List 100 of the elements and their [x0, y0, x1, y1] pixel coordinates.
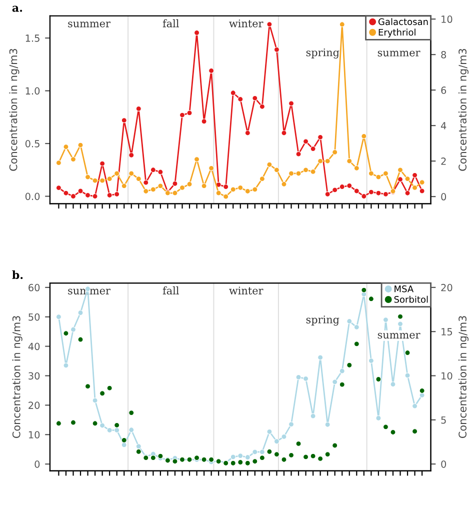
- point: [150, 167, 156, 173]
- point: [136, 444, 142, 450]
- point: [332, 149, 338, 155]
- point: [208, 68, 214, 74]
- point: [252, 95, 258, 101]
- point: [238, 459, 244, 466]
- point: [288, 100, 294, 106]
- point: [70, 420, 76, 426]
- point: [244, 130, 250, 136]
- point: [128, 427, 134, 433]
- legend-label: Erythriol: [378, 28, 416, 38]
- point: [201, 118, 207, 124]
- legend-label: Sorbitol: [394, 296, 428, 303]
- point: [266, 448, 272, 454]
- y-tick-label: 1.0: [26, 87, 40, 95]
- point: [346, 362, 352, 368]
- chart-title: a.: [12, 6, 22, 12]
- point: [56, 420, 62, 426]
- point: [252, 449, 258, 455]
- y2-tick-label: 4: [440, 122, 446, 130]
- point: [324, 452, 330, 458]
- point: [354, 165, 360, 171]
- point: [288, 170, 294, 176]
- point: [412, 184, 418, 190]
- y-tick-label: 30: [28, 372, 40, 380]
- point: [404, 190, 410, 196]
- point: [186, 110, 192, 116]
- point: [339, 382, 345, 388]
- point: [172, 180, 178, 186]
- point: [404, 176, 410, 182]
- point: [201, 183, 207, 189]
- point: [324, 191, 330, 197]
- point: [63, 190, 69, 196]
- point: [303, 454, 309, 460]
- point: [354, 188, 360, 194]
- point: [121, 442, 127, 448]
- point: [208, 165, 214, 171]
- point: [419, 188, 425, 194]
- annotation: spring: [306, 316, 340, 326]
- point: [223, 194, 229, 200]
- point: [346, 158, 352, 164]
- point: [296, 170, 302, 176]
- point: [376, 174, 382, 180]
- chart-title: b.: [12, 270, 23, 280]
- point: [324, 158, 330, 164]
- point: [114, 170, 120, 176]
- annotation: summer: [68, 22, 110, 28]
- y-axis-title: Concentration in ng/m3: [12, 316, 22, 438]
- point: [194, 156, 200, 162]
- point: [70, 194, 76, 200]
- legend-label: Galactosan: [378, 18, 428, 26]
- point: [92, 398, 98, 404]
- annotation: fall: [162, 19, 179, 28]
- point: [310, 146, 316, 152]
- point: [128, 152, 134, 158]
- point: [354, 341, 360, 347]
- point: [194, 30, 200, 36]
- point: [100, 160, 106, 166]
- point: [244, 460, 250, 466]
- point: [376, 376, 382, 382]
- point: [419, 388, 425, 394]
- point: [397, 314, 404, 320]
- point: [128, 170, 134, 176]
- point: [114, 422, 120, 428]
- point: [121, 183, 127, 189]
- y2-tick-label: 15: [442, 328, 452, 336]
- annotation: winter: [229, 20, 264, 28]
- point: [412, 428, 418, 434]
- point: [121, 437, 127, 443]
- point: [158, 183, 164, 189]
- point: [303, 167, 309, 173]
- annotation: summer: [378, 50, 420, 56]
- y2-tick-label: 2: [441, 158, 446, 165]
- point: [266, 22, 272, 28]
- point: [332, 187, 338, 193]
- y2-tick-label: 0: [441, 460, 446, 468]
- y2-tick-label: 10: [442, 16, 452, 23]
- point: [230, 90, 236, 96]
- point: [397, 167, 404, 173]
- point: [376, 415, 382, 421]
- annotation: winter: [229, 286, 264, 294]
- point: [136, 176, 142, 182]
- point: [150, 455, 156, 461]
- point: [78, 142, 84, 148]
- y-tick-label: 60: [28, 284, 40, 292]
- point: [106, 176, 112, 182]
- legend-label: MSA: [394, 285, 414, 292]
- point: [106, 385, 112, 391]
- point: [172, 190, 178, 196]
- y-tick-label: 0.0: [25, 192, 40, 200]
- point: [143, 188, 149, 194]
- point: [318, 158, 324, 164]
- point: [223, 184, 229, 190]
- y-tick-label: 40: [28, 342, 40, 350]
- point: [84, 174, 91, 180]
- point: [259, 449, 265, 455]
- point: [172, 458, 178, 464]
- point: [368, 189, 374, 195]
- y2-axis-title: Concentration in ng/m3: [458, 48, 469, 171]
- point: [179, 112, 186, 118]
